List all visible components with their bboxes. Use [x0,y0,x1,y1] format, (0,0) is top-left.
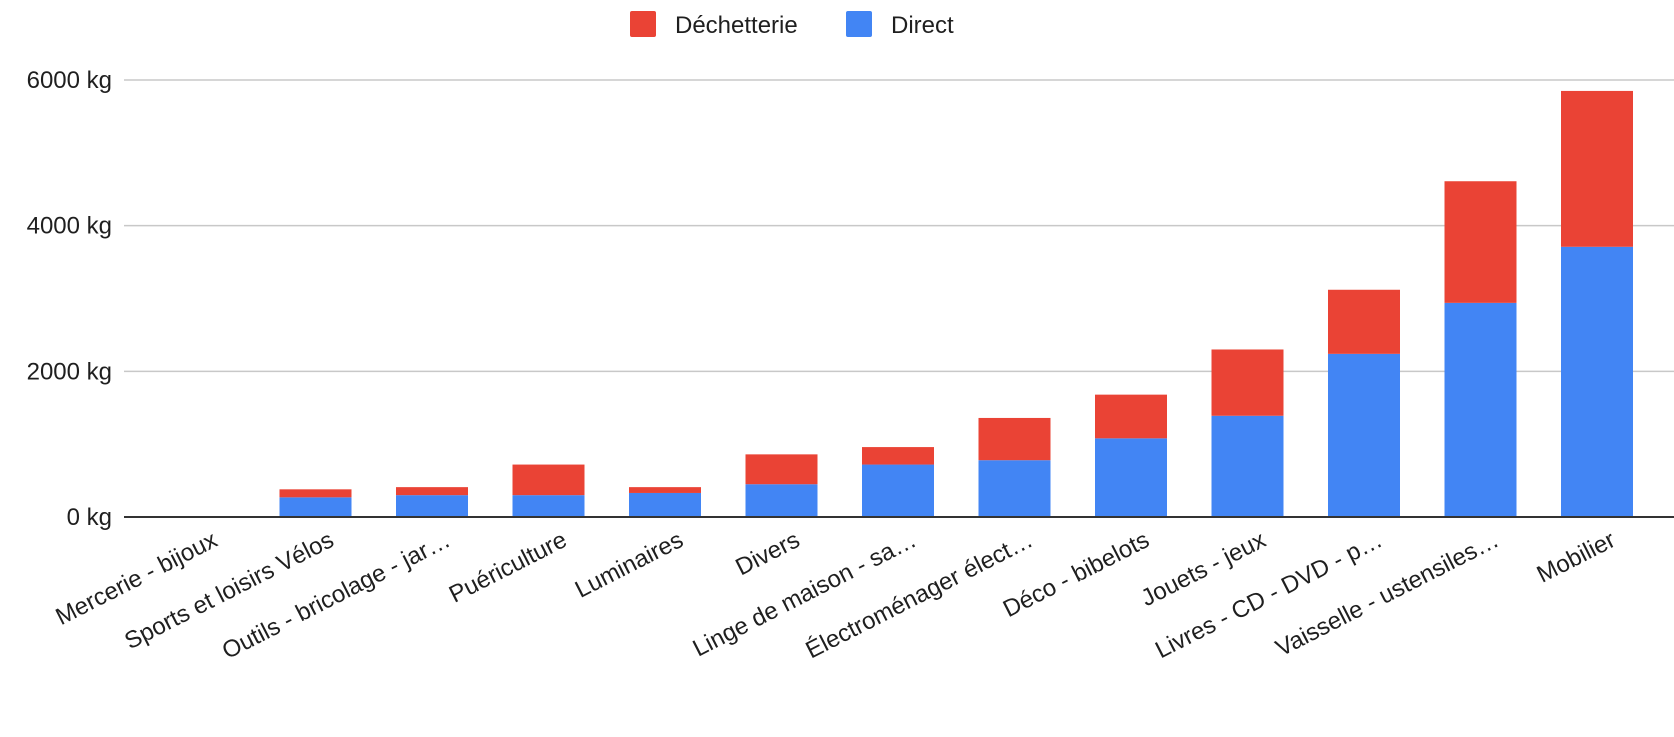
x-category-label-luminaires: Luminaires [571,526,688,603]
bar-direct-linge-de-maison-sa [862,464,934,517]
x-category-label-livres-cd-dvd-p: Livres - CD - DVD - p… [1151,526,1387,664]
bar-dechetterie-deco-bibelots [1095,394,1167,439]
bar-dechetterie-sports-et-loisirs-velos [279,489,352,498]
bar-direct-puericulture [512,495,585,517]
x-category-label-mobilier: Mobilier [1533,526,1620,588]
y-axis-tick-labels: 0 kg 2000 kg 4000 kg 6000 kg [27,67,112,531]
bar-dechetterie-puericulture [512,464,585,496]
bars [163,90,1633,517]
y-tick-label-0: 0 kg [67,504,112,531]
legend-label-dechetterie: Déchetterie [675,12,798,39]
bar-dechetterie-outils-bricolage-jar [396,487,468,496]
legend-swatch-dechetterie [630,11,656,37]
bar-direct-luminaires [629,492,701,517]
x-category-label-electromenager-elect: Électroménager élect… [802,526,1038,664]
bar-dechetterie-luminaires [629,487,701,493]
bar-direct-sports-et-loisirs-velos [279,497,352,517]
bar-direct-jouets-jeux [1211,415,1284,517]
bar-direct-electromenager-elect [978,460,1051,517]
x-category-label-puericulture: Puériculture [445,526,571,608]
y-tick-label-6000: 6000 kg [27,67,112,94]
y-tick-label-2000: 2000 kg [27,358,112,385]
grid-lines [124,79,1674,373]
chart-legend: Déchetterie Direct [630,11,954,39]
bar-dechetterie-mobilier [1561,90,1633,247]
bar-direct-livres-cd-dvd-p [1328,353,1400,517]
legend-swatch-direct [846,11,872,37]
bar-direct-outils-bricolage-jar [396,495,468,517]
y-tick-label-4000: 4000 kg [27,213,112,240]
bar-direct-deco-bibelots [1095,438,1167,517]
bar-dechetterie-linge-de-maison-sa [862,447,934,465]
bar-direct-mobilier [1561,246,1633,517]
bar-dechetterie-electromenager-elect [978,417,1051,461]
bar-dechetterie-livres-cd-dvd-p [1328,289,1400,354]
bar-dechetterie-vaisselle-ustensiles [1444,181,1517,303]
bar-dechetterie-divers [745,454,818,485]
x-category-label-vaisselle-ustensiles: Vaisselle - ustensiles… [1271,526,1503,662]
bar-dechetterie-jouets-jeux [1211,349,1284,416]
bar-direct-vaisselle-ustensiles [1444,302,1517,517]
bar-direct-divers [745,484,818,517]
legend-label-direct: Direct [891,12,954,39]
x-category-label-divers: Divers [731,526,804,581]
